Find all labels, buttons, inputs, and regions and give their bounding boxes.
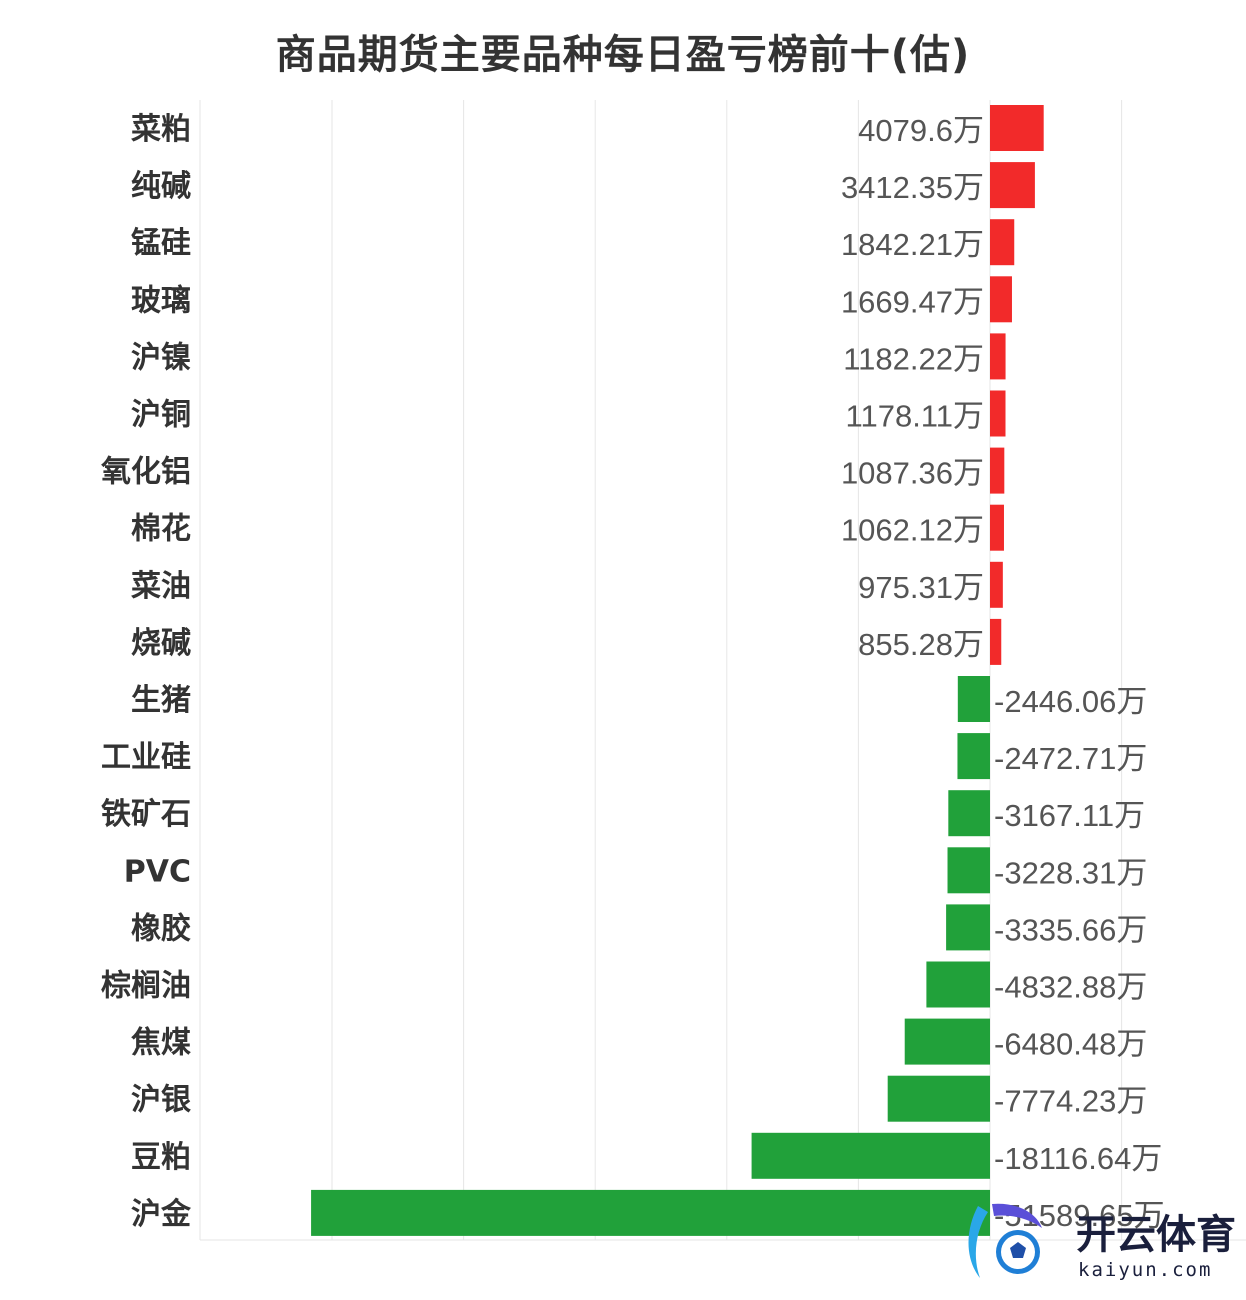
value-labels: 4079.6万 3412.35万 1842.21万 1669.47万 1182.22万 1… xyxy=(841,113,1165,1233)
category-label: 烧碱 xyxy=(131,626,191,661)
value-label: -6480.48万 xyxy=(994,1027,1147,1062)
bar-profit xyxy=(990,561,1003,608)
bar-loss xyxy=(926,961,990,1008)
category-label: 生猪 xyxy=(131,683,191,718)
value-label: 855.28万 xyxy=(858,627,984,662)
bar-profit xyxy=(990,105,1044,151)
bar-profit xyxy=(990,504,1004,551)
category-label: 玻璃 xyxy=(131,283,191,318)
value-label: -7774.23万 xyxy=(994,1084,1147,1119)
category-label: 沪镍 xyxy=(131,340,191,375)
brand-watermark: 开云体育 kaiyun.com xyxy=(968,1203,1236,1281)
value-label: -2472.71万 xyxy=(994,741,1147,776)
bar-loss xyxy=(887,1075,990,1122)
value-label: 1842.21万 xyxy=(841,227,984,262)
value-label: 1087.36万 xyxy=(841,456,984,491)
category-label: 焦煤 xyxy=(131,1026,191,1061)
category-label: 菜油 xyxy=(131,569,191,604)
value-label: -3228.31万 xyxy=(994,855,1147,890)
value-label: 1062.12万 xyxy=(841,513,984,548)
category-label: 沪金 xyxy=(131,1197,192,1232)
category-label: 沪铜 xyxy=(131,398,191,433)
category-label: 工业硅 xyxy=(101,740,191,775)
category-label: 铁矿石 xyxy=(101,797,191,832)
category-label: 氧化铝 xyxy=(101,455,191,490)
category-label: 锰硅 xyxy=(131,226,191,261)
value-label: 975.31万 xyxy=(858,570,984,605)
value-label: -18116.64万 xyxy=(994,1141,1162,1176)
category-label: 棉花 xyxy=(131,512,191,547)
bar-profit xyxy=(990,162,1035,209)
value-label: 3412.35万 xyxy=(841,170,984,205)
category-label: 菜粕 xyxy=(131,112,191,147)
value-label: 4079.6万 xyxy=(858,113,984,148)
bar-loss xyxy=(957,676,990,722)
chart-title: 商品期货主要品种每日盈亏榜前十(估) xyxy=(275,32,971,78)
category-label: 橡胶 xyxy=(131,911,191,946)
category-label: 沪银 xyxy=(131,1083,191,1118)
bar-profit xyxy=(990,447,1005,494)
bar-profit xyxy=(990,390,1006,437)
value-label: -3167.11万 xyxy=(994,798,1145,833)
bar-loss xyxy=(751,1132,990,1179)
bars xyxy=(311,105,1044,1236)
bar-profit xyxy=(990,219,1015,266)
value-label: 1178.11万 xyxy=(846,399,984,434)
category-label: PVC xyxy=(124,854,191,889)
bar-loss xyxy=(948,790,990,837)
value-label: -2446.06万 xyxy=(994,684,1147,719)
category-label: 棕榈油 xyxy=(101,969,191,1004)
category-label: 豆粕 xyxy=(131,1140,191,1175)
brand-logo-icon xyxy=(968,1203,1042,1278)
grid-lines xyxy=(199,100,1246,1241)
bar-profit xyxy=(990,276,1012,323)
value-label: -4832.88万 xyxy=(994,970,1147,1005)
bar-loss xyxy=(904,1018,990,1065)
bar-loss xyxy=(946,904,990,951)
bar-loss xyxy=(311,1189,990,1236)
bar-loss xyxy=(957,733,990,780)
category-label: 纯碱 xyxy=(131,169,191,204)
brand-watermark-cn: 开云体育 xyxy=(1076,1212,1236,1258)
value-label: -3335.66万 xyxy=(994,912,1147,947)
brand-watermark-en: kaiyun.com xyxy=(1078,1259,1212,1281)
value-label: 1669.47万 xyxy=(841,284,984,319)
bar-loss xyxy=(947,847,990,894)
bar-profit xyxy=(990,333,1006,380)
bar-profit xyxy=(990,618,1002,665)
value-label: 1182.22万 xyxy=(843,341,984,376)
